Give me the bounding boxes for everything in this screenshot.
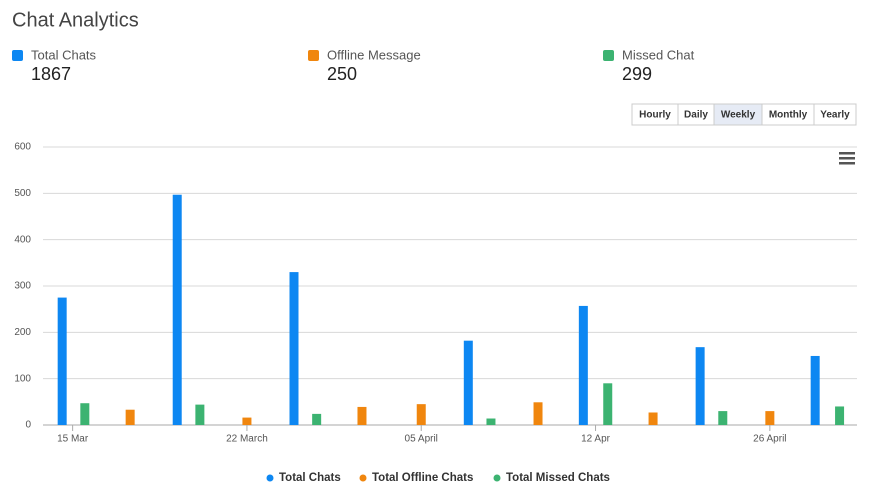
range-button-label[interactable]: Hourly <box>639 110 671 121</box>
stat-swatch <box>308 50 319 61</box>
stat-value: 1867 <box>31 64 71 84</box>
y-tick-label: 300 <box>14 281 31 292</box>
stat-label: Offline Message <box>327 47 421 62</box>
range-button[interactable] <box>813 103 857 126</box>
y-tick-label: 500 <box>14 188 31 199</box>
menu-icon[interactable] <box>839 152 855 165</box>
bar <box>416 404 426 425</box>
stat-value: 250 <box>327 64 357 84</box>
bar <box>648 412 658 425</box>
range-buttons: Hourly Daily Weekly Monthly Yearly <box>631 103 857 126</box>
bar <box>195 404 205 425</box>
x-tick-label: 26 April <box>753 434 786 445</box>
stat-swatch <box>12 50 23 61</box>
y-tick-label: 100 <box>14 373 31 384</box>
bar <box>810 355 820 425</box>
bar <box>312 413 322 425</box>
bar <box>57 297 67 425</box>
bar <box>835 406 845 425</box>
legend-marker[interactable] <box>359 474 367 482</box>
bar <box>486 418 496 425</box>
stat-label: Total Chats <box>31 47 97 62</box>
range-button-label[interactable]: Monthly <box>769 110 808 121</box>
bar <box>603 383 613 425</box>
x-tick-label: 12 Apr <box>581 434 611 445</box>
stat-swatch <box>603 50 614 61</box>
bar <box>533 402 543 425</box>
y-tick-label: 600 <box>14 142 31 153</box>
legend-marker[interactable] <box>266 474 274 482</box>
y-tick-label: 200 <box>14 327 31 338</box>
x-tick-label: 05 April <box>405 434 438 445</box>
bar <box>765 411 775 425</box>
range-button-label[interactable]: Yearly <box>820 110 850 121</box>
stat-label: Missed Chat <box>622 47 695 62</box>
stat-value: 299 <box>622 64 652 84</box>
bar <box>718 411 728 425</box>
bar <box>172 194 182 425</box>
bar <box>242 417 252 425</box>
legend-label[interactable]: Total Offline Chats <box>372 472 473 484</box>
range-button-label[interactable]: Weekly <box>721 110 756 121</box>
bar <box>578 305 588 425</box>
legend-label[interactable]: Total Missed Chats <box>506 472 610 484</box>
bar <box>80 403 90 425</box>
stats: Total Chats 1867 Offline Message 250 Missed … <box>12 47 695 84</box>
x-tick-label: 15 Mar <box>57 434 89 445</box>
bar <box>125 409 135 425</box>
x-tick-label: 22 March <box>226 434 268 445</box>
legend-label[interactable]: Total Chats <box>279 472 341 484</box>
y-tick-label: 400 <box>14 234 31 245</box>
bar <box>463 340 473 425</box>
bar <box>695 347 705 425</box>
bar <box>289 272 299 425</box>
bar <box>357 406 367 425</box>
title: Chat Analytics <box>12 9 139 31</box>
y-tick-label: 0 <box>25 420 31 431</box>
range-button-label[interactable]: Daily <box>684 110 708 121</box>
legend-marker[interactable] <box>493 474 501 482</box>
